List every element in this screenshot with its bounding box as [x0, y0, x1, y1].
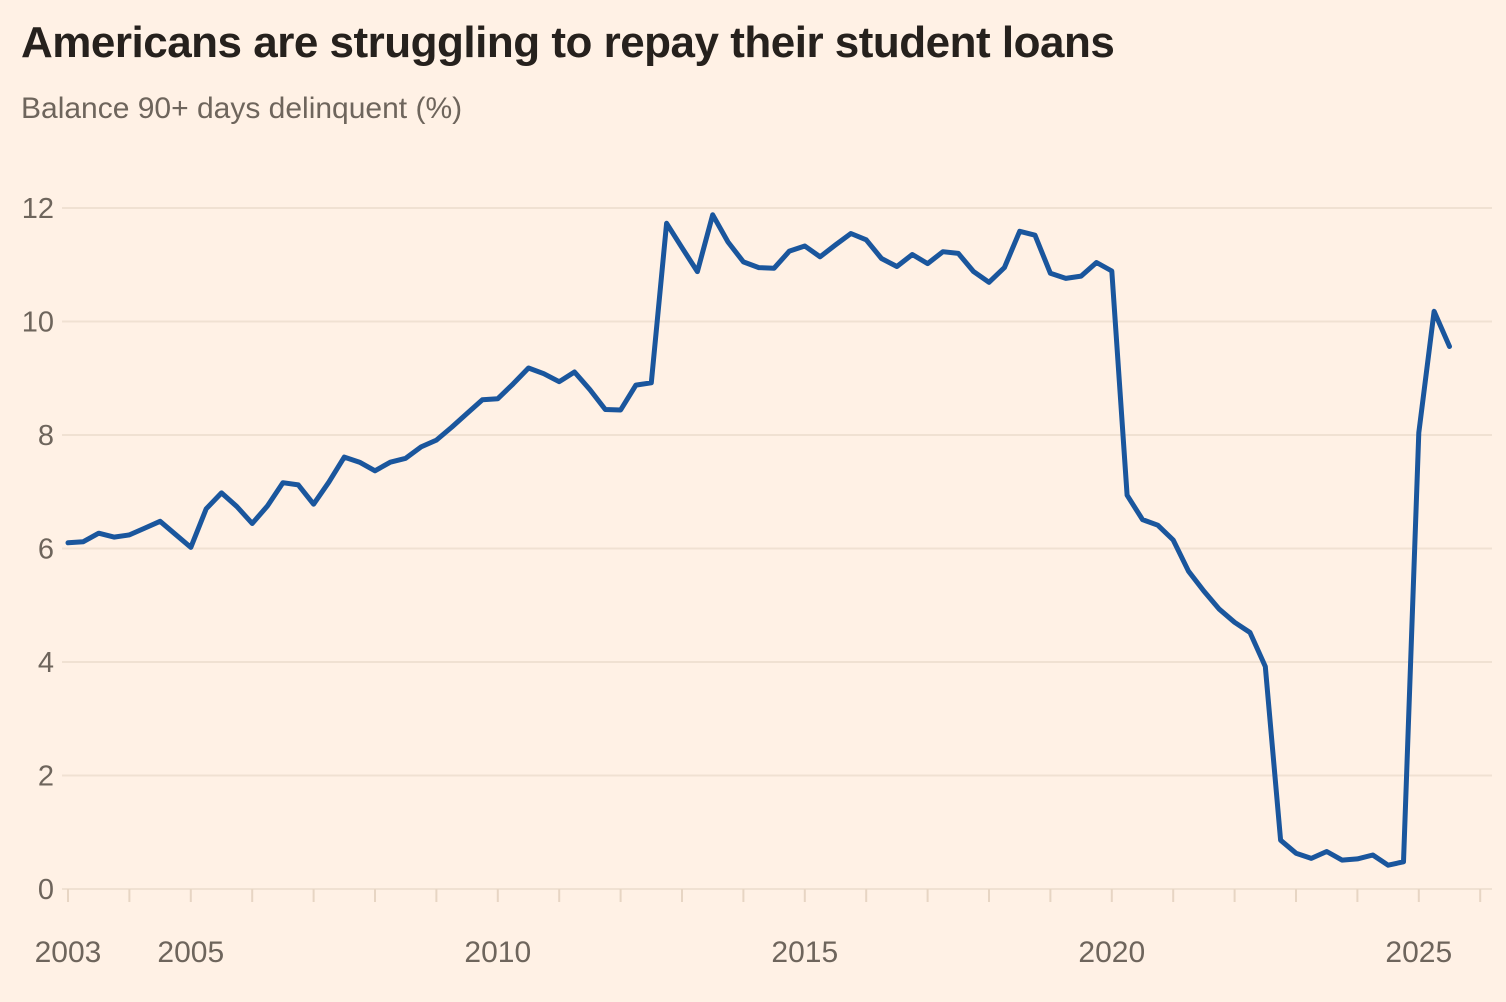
x-tick-label: 2005	[157, 936, 224, 969]
y-tick-label: 10	[22, 307, 54, 339]
chart-title: Americans are struggling to repay their …	[21, 18, 1115, 67]
y-tick-label: 4	[38, 647, 54, 679]
x-tick-label: 2010	[464, 936, 531, 969]
x-tick-label: 2003	[35, 936, 102, 969]
y-tick-label: 2	[38, 761, 54, 793]
x-tick-label: 2020	[1078, 936, 1145, 969]
y-tick-label: 6	[38, 534, 54, 566]
x-tick-label: 2025	[1385, 936, 1452, 969]
y-tick-label: 12	[22, 193, 54, 225]
y-tick-label: 8	[38, 420, 54, 452]
delinquency-rate-line	[65, 212, 1452, 868]
x-tick-label: 2015	[771, 936, 838, 969]
y-tick-label: 0	[38, 874, 54, 906]
chart-subtitle: Balance 90+ days delinquent (%)	[21, 92, 463, 125]
